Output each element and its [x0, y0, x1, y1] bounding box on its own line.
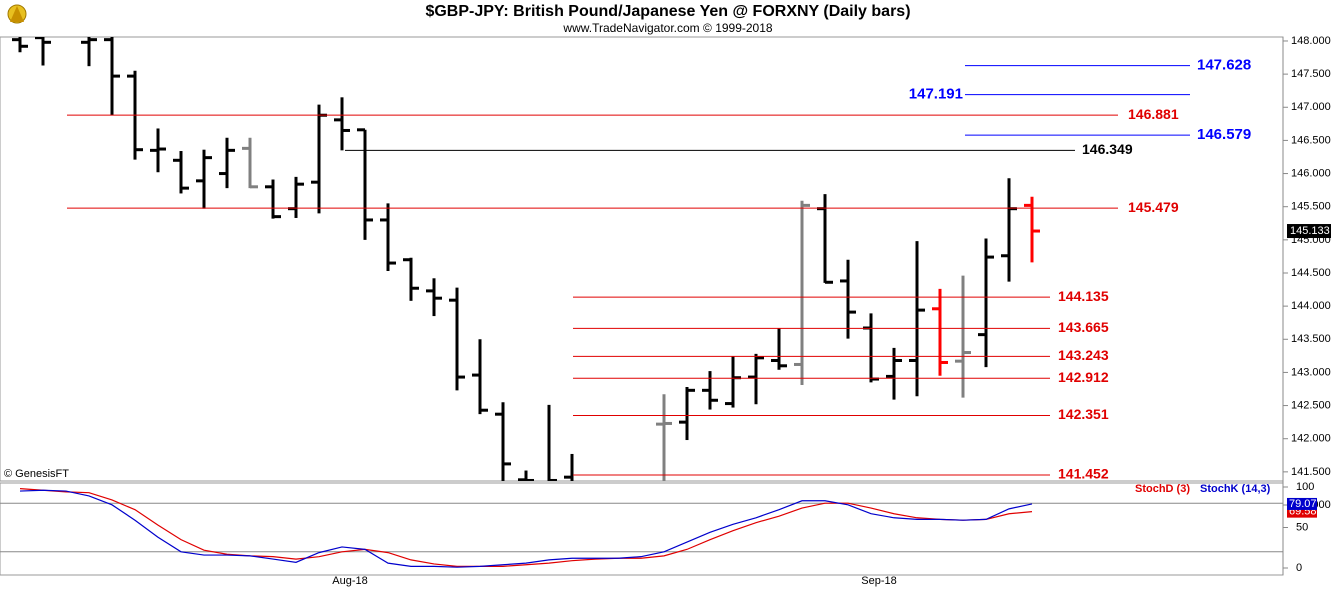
x-tick-label: Sep-18: [861, 575, 896, 587]
level-label: 147.191: [909, 86, 963, 103]
level-label: 147.628: [1197, 57, 1251, 74]
y-tick-label: 100: [1296, 481, 1314, 493]
stoch-panel: [0, 482, 1284, 576]
y-tick-label: 146.500: [1291, 134, 1331, 146]
level-label: 142.912: [1058, 369, 1109, 385]
value-label: 79.07: [1289, 498, 1317, 510]
level-label: 146.349: [1082, 141, 1133, 157]
logo: [7, 4, 27, 24]
stoch-line: [19, 489, 1033, 568]
axis: 141.000141.500142.000142.500143.000143.5…: [332, 35, 1331, 587]
level-label: 143.243: [1058, 347, 1109, 363]
price-panel: [0, 36, 1284, 482]
x-tick-label: Aug-18: [332, 575, 367, 587]
y-tick-label: 145.500: [1291, 201, 1331, 213]
stoch-plot: [0, 488, 1283, 568]
legend-entry: StochD (3): [1135, 483, 1190, 495]
y-tick-label: 142.000: [1291, 433, 1331, 445]
y-tick-label: 146.000: [1291, 167, 1331, 179]
y-tick-label: 143.000: [1291, 366, 1331, 378]
level-label: 141.452: [1058, 466, 1109, 482]
level-label: 145.479: [1128, 199, 1179, 215]
chart-subtitle: www.TradeNavigator.com © 1999-2018: [562, 21, 772, 35]
stoch-line: [19, 488, 1033, 567]
level-label: 144.135: [1058, 288, 1109, 304]
legend-entry: StochK (14,3): [1200, 483, 1271, 495]
level-label: 143.665: [1058, 319, 1109, 335]
y-tick-label: 148.000: [1291, 35, 1331, 47]
level-label: 146.881: [1128, 106, 1179, 122]
y-tick-label: 144.000: [1291, 300, 1331, 312]
last-price-box: [1287, 224, 1331, 239]
price-plot: [12, 37, 1040, 481]
y-tick-label: 0: [1296, 562, 1302, 574]
annotation: © GenesisFT: [4, 468, 69, 480]
value-box: [1287, 497, 1317, 510]
y-tick-label: 50: [1296, 521, 1308, 533]
y-tick-label: 143.500: [1291, 333, 1331, 345]
level-label: 146.579: [1197, 126, 1251, 143]
last-price: 145.133: [1290, 225, 1330, 237]
y-tick-label: 144.500: [1291, 267, 1331, 279]
y-tick-label: 147.000: [1291, 101, 1331, 113]
chart-title: $GBP-JPY: British Pound/Japanese Yen @ F…: [425, 3, 910, 20]
y-tick-label: 147.500: [1291, 68, 1331, 80]
level-label: 142.351: [1058, 406, 1109, 422]
y-tick-label: 142.500: [1291, 399, 1331, 411]
levels: 147.628 147.191 146.881 146.579 146.349 145.4…: [67, 57, 1251, 482]
y-tick-label: 141.500: [1291, 466, 1331, 478]
